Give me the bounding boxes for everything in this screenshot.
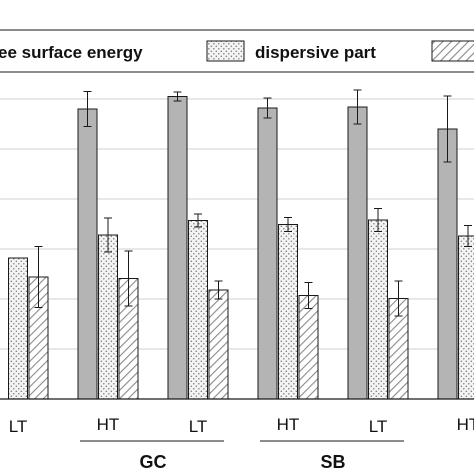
error-bar-polar-2 xyxy=(214,280,223,300)
group-label-1: SB xyxy=(320,452,345,472)
error-bar-polar-4 xyxy=(394,280,403,317)
x-tick-label-1: HT xyxy=(97,415,120,434)
error-bar-total-4 xyxy=(353,89,362,125)
legend: ee surface energy dispersive part xyxy=(0,29,474,73)
legend-label-dispersive: dispersive part xyxy=(255,43,376,62)
bar-dispersive-0 xyxy=(8,257,28,400)
error-bar-dispersive-4 xyxy=(374,208,382,232)
group-label-0: GC xyxy=(140,452,167,472)
bar-total-4 xyxy=(347,106,368,400)
error-bar-total-2 xyxy=(173,91,182,102)
x-tick-label-3: HT xyxy=(277,415,300,434)
legend-label-total: ee surface energy xyxy=(0,43,143,62)
bar-polar-2 xyxy=(208,289,229,400)
error-bar-total-3 xyxy=(263,97,272,119)
bar-total-5 xyxy=(437,128,458,400)
x-tick-label-2: LT xyxy=(189,417,208,436)
bar-dispersive-4 xyxy=(368,219,388,400)
error-bar-total-5 xyxy=(443,95,452,163)
bar-total-3 xyxy=(257,107,278,400)
bar-total-1 xyxy=(77,108,98,400)
error-bar-polar-1 xyxy=(124,250,133,307)
x-tick-label-0: LT xyxy=(9,417,28,436)
error-bar-dispersive-5 xyxy=(464,225,472,247)
x-tick-labels: LT HT LT HT LT HT xyxy=(9,415,474,436)
bar-dispersive-1 xyxy=(98,234,118,400)
legend-swatch-polar xyxy=(431,40,474,62)
error-bar-polar-3 xyxy=(304,282,313,309)
bar-dispersive-5 xyxy=(458,235,474,400)
error-bars xyxy=(34,89,472,317)
error-bar-dispersive-2 xyxy=(194,213,202,228)
group-labels: GC SB xyxy=(80,440,404,472)
error-bar-dispersive-3 xyxy=(284,217,292,232)
error-bar-polar-0 xyxy=(34,246,43,308)
error-bar-dispersive-1 xyxy=(104,217,112,253)
x-tick-label-4: LT xyxy=(369,417,388,436)
bar-dispersive-2 xyxy=(188,220,208,400)
x-tick-label-5: HT xyxy=(457,415,474,434)
bar-polar-3 xyxy=(298,295,319,400)
bars xyxy=(8,96,474,400)
bar-total-2 xyxy=(167,96,188,400)
legend-swatch-dispersive xyxy=(206,40,245,62)
bar-dispersive-3 xyxy=(278,224,298,400)
error-bar-total-1 xyxy=(83,91,92,127)
